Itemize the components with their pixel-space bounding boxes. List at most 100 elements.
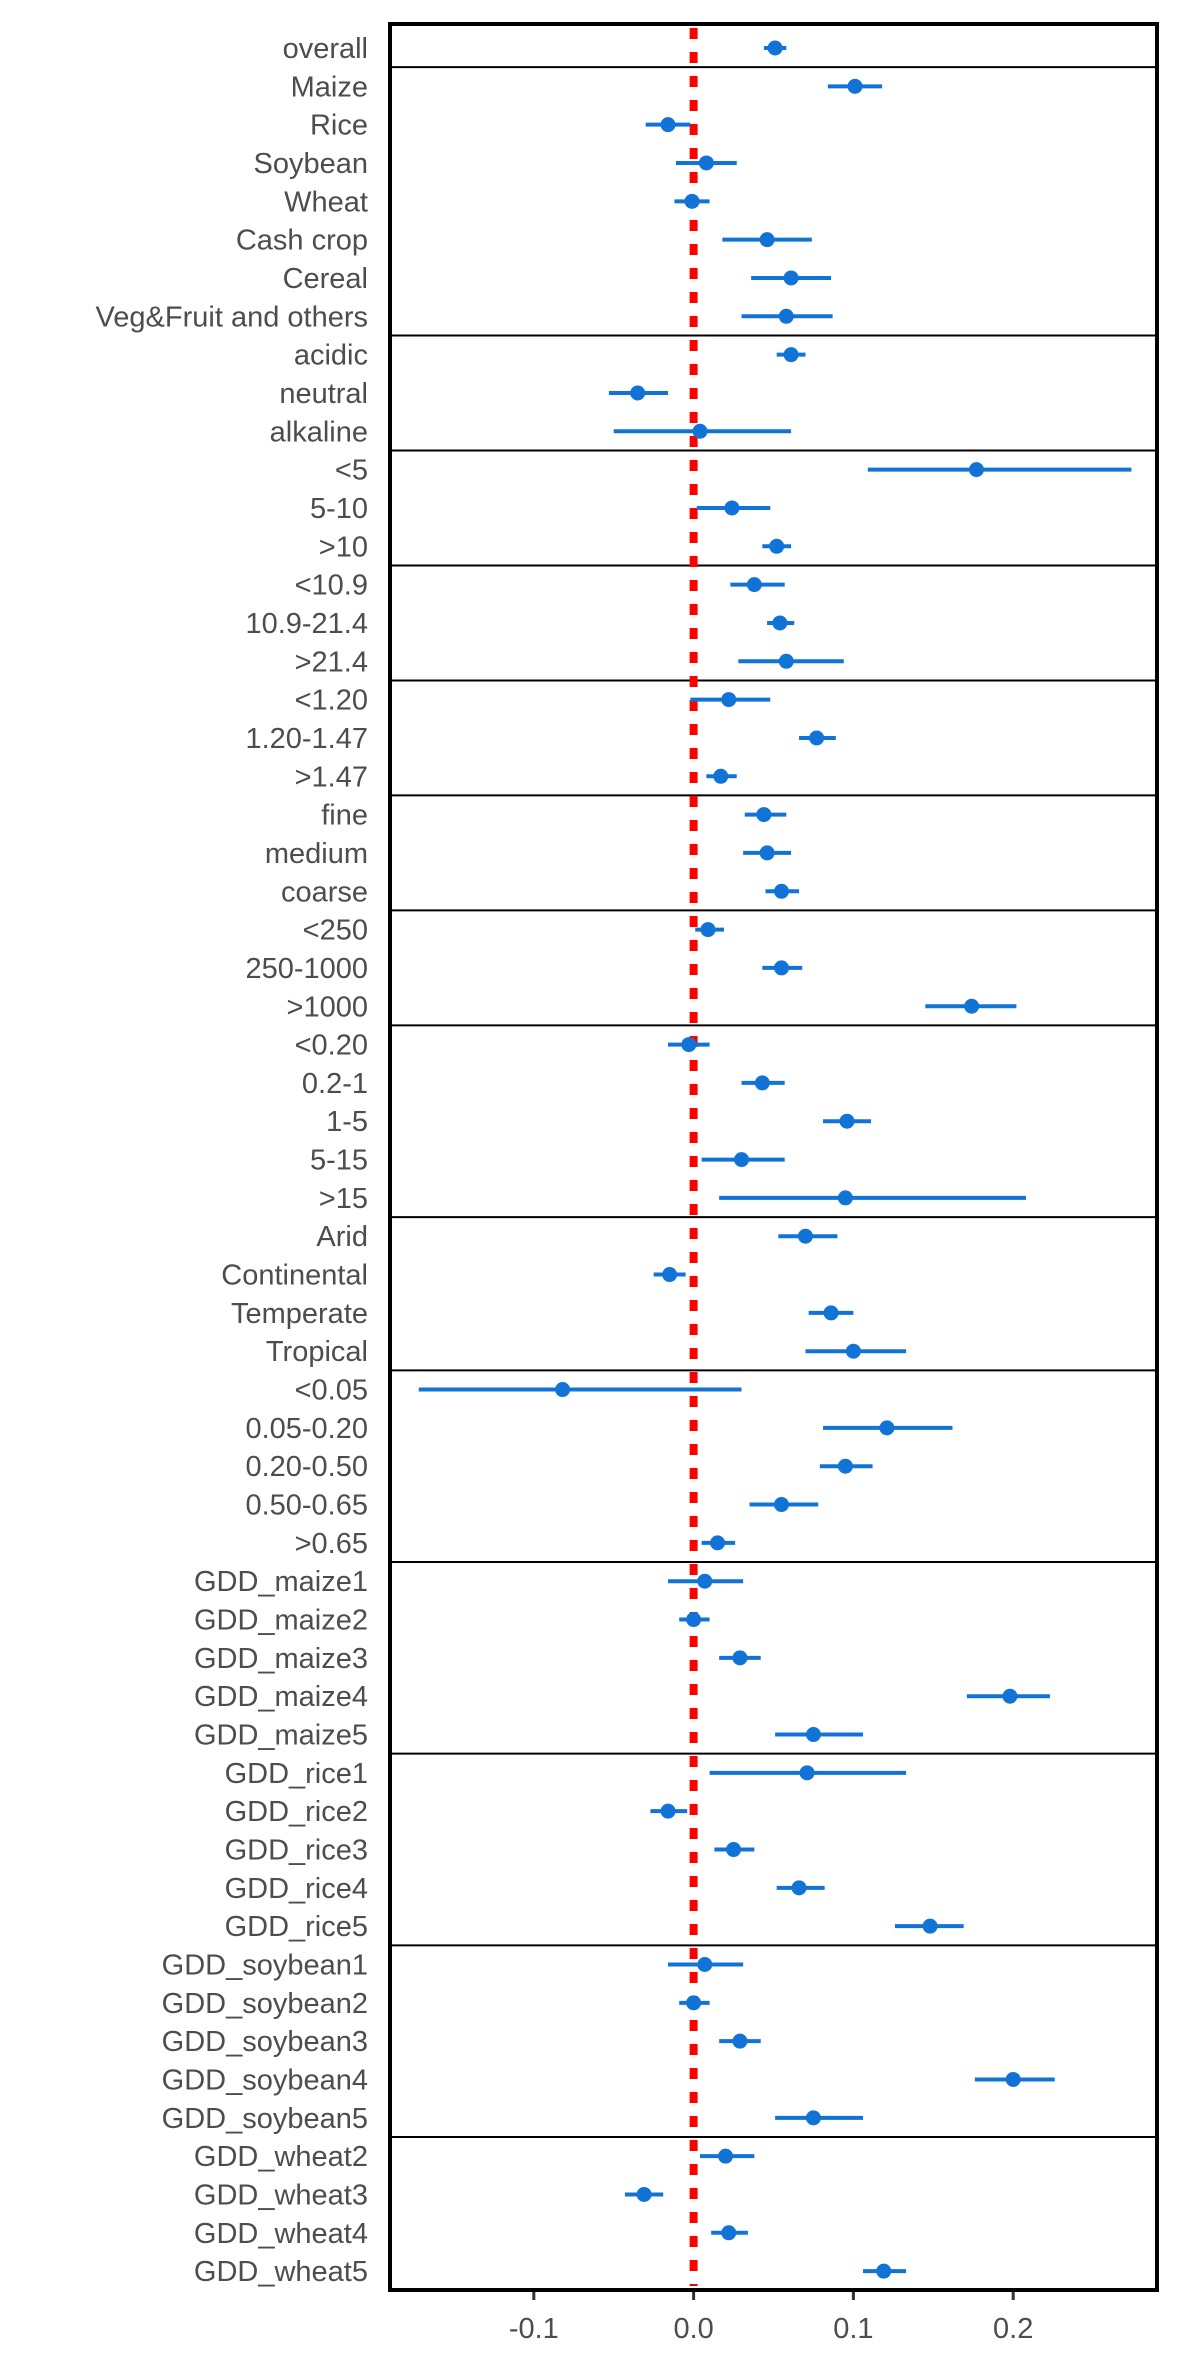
label-lt-10-9-14: <10.9: [295, 570, 368, 602]
label-maize-1: Maize: [291, 71, 368, 103]
label-lt-0-05-35: <0.05: [295, 1375, 368, 1407]
category-labels: overall Maize Rice Soybean Wheat Cash crop Cer…: [96, 33, 368, 2288]
label-rice-2: Rice: [310, 110, 368, 142]
point-lt-0-20-26: [681, 1037, 697, 1053]
point-lt-250-23: [700, 922, 716, 938]
label-5-10-12: 5-10: [310, 493, 368, 525]
label-acidic-8: acidic: [294, 340, 368, 372]
point-gdd-wheat3-56: [636, 2186, 652, 2202]
label-gt-10-13: >10: [319, 531, 368, 563]
point-gdd-rice4-48: [791, 1880, 807, 1896]
label-0-20-0-50-37: 0.20-0.50: [245, 1451, 368, 1483]
label-alkaline-10: alkaline: [270, 416, 368, 448]
x-tick-label-3: 0.2: [993, 2313, 1033, 2345]
x-tick-label-0: -0.1: [509, 2313, 559, 2345]
point-1-20-1-47-18: [809, 730, 825, 746]
label-neutral-9: neutral: [279, 378, 368, 410]
label-gt-1000-25: >1000: [287, 991, 368, 1023]
label-5-15-29: 5-15: [310, 1145, 368, 1177]
point-gt-1-47-19: [713, 768, 729, 784]
point-gt-15-30: [837, 1190, 853, 1206]
point-gt-0-65-39: [710, 1535, 726, 1551]
x-tick-label-2: 0.1: [833, 2313, 873, 2345]
point-soybean-3: [698, 155, 714, 171]
label-gt-1-47-19: >1.47: [295, 761, 368, 793]
point-maize-1: [847, 78, 863, 94]
label-lt-250-23: <250: [303, 915, 368, 947]
label-gt-0-65-39: >0.65: [295, 1528, 368, 1560]
label-10-9-21-4-15: 10.9-21.4: [245, 608, 368, 640]
point-gdd-rice2-46: [660, 1803, 676, 1819]
point-gdd-maize1-40: [697, 1573, 713, 1589]
point-gdd-maize4-43: [1002, 1688, 1018, 1704]
label-soybean-3: Soybean: [254, 148, 369, 180]
point-gdd-soybean5-54: [805, 2110, 821, 2126]
x-axis: -0.1 0.0 0.1 0.2: [509, 2290, 1033, 2345]
label-veg-and-fruit-and-others-7: Veg&Fruit and others: [96, 301, 368, 333]
group-dividers: [390, 66, 1157, 2138]
label-gdd-wheat4-57: GDD_wheat4: [194, 2218, 368, 2250]
point-0-20-0-50-37: [837, 1458, 853, 1474]
point-gdd-soybean2-51: [686, 1995, 702, 2011]
point-neutral-9: [630, 385, 646, 401]
point-0-50-0-65-38: [773, 1497, 789, 1513]
label-gdd-rice5-49: GDD_rice5: [225, 1911, 368, 1943]
point-lt-1-20-17: [721, 692, 737, 708]
label-gdd-rice3-47: GDD_rice3: [225, 1835, 368, 1867]
label-continental-32: Continental: [221, 1260, 368, 1292]
label-0-05-0-20-36: 0.05-0.20: [245, 1413, 368, 1445]
point-gdd-rice3-47: [726, 1842, 742, 1858]
point-lt-0-05-35: [555, 1382, 571, 1398]
point-cereal-6: [783, 270, 799, 286]
point-gt-10-13: [769, 538, 785, 554]
point-lt-10-9-14: [746, 577, 762, 593]
label-gt-21-4-16: >21.4: [295, 646, 368, 678]
point-gdd-soybean1-50: [697, 1957, 713, 1972]
x-tick-label-1: 0.0: [673, 2313, 713, 2345]
point-medium-21: [759, 845, 775, 861]
label-lt-5-11: <5: [335, 455, 368, 487]
label-medium-21: medium: [265, 838, 368, 870]
point-lt-5-11: [968, 462, 984, 478]
point-arid-31: [797, 1228, 813, 1244]
point-veg-and-fruit-and-others-7: [778, 308, 794, 324]
label-fine-20: fine: [321, 800, 368, 832]
label-0-2-1-27: 0.2-1: [302, 1068, 368, 1100]
label-lt-1-20-17: <1.20: [295, 685, 368, 717]
label-gt-15-30: >15: [319, 1183, 368, 1215]
point-continental-32: [662, 1267, 678, 1283]
point-0-2-1-27: [754, 1075, 770, 1091]
label-cereal-6: Cereal: [283, 263, 368, 295]
label-gdd-soybean2-51: GDD_soybean2: [162, 1988, 368, 2020]
label-250-1000-24: 250-1000: [245, 953, 368, 985]
label-gdd-maize4-43: GDD_maize4: [194, 1681, 368, 1713]
label-0-50-0-65-38: 0.50-0.65: [245, 1490, 368, 1522]
point-alkaline-10: [692, 423, 708, 439]
point-250-1000-24: [773, 960, 789, 976]
point-rice-2: [660, 117, 676, 133]
point-gt-1000-25: [964, 998, 980, 1014]
point-gdd-rice1-45: [799, 1765, 815, 1781]
point-acidic-8: [783, 347, 799, 363]
label-gdd-soybean3-52: GDD_soybean3: [162, 2026, 368, 2058]
point-gt-21-4-16: [778, 653, 794, 669]
point-overall-0: [767, 40, 783, 56]
label-temperate-33: Temperate: [231, 1298, 368, 1330]
label-tropical-34: Tropical: [266, 1336, 368, 1368]
point-gdd-maize5-44: [805, 1727, 821, 1743]
point-cash-crop-5: [759, 232, 775, 248]
label-cash-crop-5: Cash crop: [236, 225, 368, 257]
label-gdd-maize2-41: GDD_maize2: [194, 1605, 368, 1637]
point-temperate-33: [823, 1305, 839, 1321]
point-10-9-21-4-15: [772, 615, 788, 631]
point-5-10-12: [724, 500, 740, 516]
label-gdd-wheat3-56: GDD_wheat3: [194, 2179, 368, 2211]
label-coarse-22: coarse: [281, 876, 368, 908]
label-gdd-wheat2-55: GDD_wheat2: [194, 2141, 368, 2173]
point-gdd-wheat4-57: [721, 2225, 737, 2241]
label-gdd-maize1-40: GDD_maize1: [194, 1566, 368, 1598]
point-gdd-soybean4-53: [1005, 2071, 1021, 2087]
point-coarse-22: [773, 883, 789, 899]
point-gdd-wheat2-55: [718, 2148, 734, 2164]
